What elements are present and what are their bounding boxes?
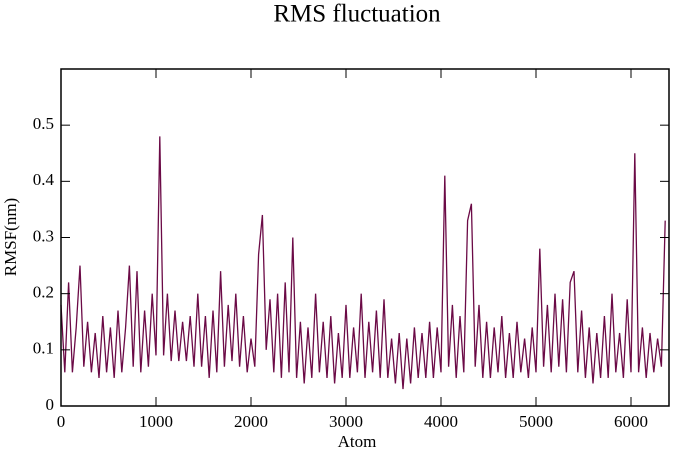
chart-title: RMS fluctuation <box>273 1 441 28</box>
x-tick-label: 0 <box>57 412 66 431</box>
y-axis-label: RMSF(nm) <box>1 198 20 276</box>
x-tick-label: 1000 <box>139 412 173 431</box>
data-line <box>60 136 666 390</box>
x-tick-label: 3000 <box>329 412 363 431</box>
y-tick-label: 0.2 <box>33 283 54 302</box>
x-tick-label: 4000 <box>424 412 458 431</box>
x-tick-label: 5000 <box>519 412 553 431</box>
y-tick-label: 0.1 <box>33 339 54 358</box>
y-tick-label: 0.5 <box>33 114 54 133</box>
x-tick-label: 6000 <box>614 412 648 431</box>
y-tick-label: 0.4 <box>33 170 55 189</box>
y-tick-label: 0.3 <box>33 226 54 245</box>
x-axis-label: Atom <box>338 432 377 451</box>
y-tick-label: 0 <box>46 395 55 414</box>
x-tick-label: 2000 <box>234 412 268 431</box>
